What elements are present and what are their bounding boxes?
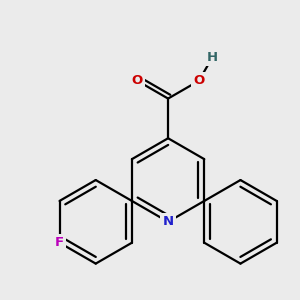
Text: O: O xyxy=(193,74,205,87)
Text: F: F xyxy=(55,236,64,249)
Text: N: N xyxy=(163,215,174,228)
Text: O: O xyxy=(132,74,143,87)
Text: H: H xyxy=(207,51,218,64)
